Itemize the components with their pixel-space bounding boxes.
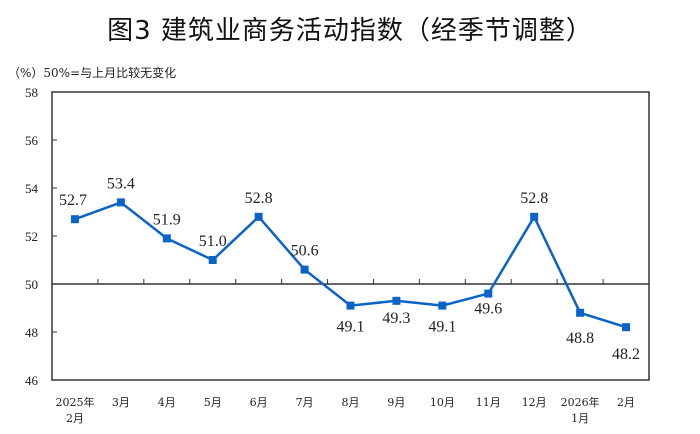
data-label: 51.0 xyxy=(199,233,227,250)
x-tick-label: 12月 xyxy=(522,396,547,409)
data-point-marker xyxy=(162,234,171,243)
y-tick-label: 48 xyxy=(25,325,38,340)
y-tick-label: 50 xyxy=(25,277,38,292)
data-point-marker xyxy=(438,301,447,310)
x-axis-labels: 2025年 2月 3月 4月 5月 6月 7月 8月 9月 10月 11月 12月 2026年 1月 2月 xyxy=(55,395,635,425)
data-point-marker xyxy=(484,289,493,298)
data-point-marker xyxy=(70,215,79,224)
y-tick-label: 52 xyxy=(25,229,38,244)
y-tick-label: 58 xyxy=(25,85,38,100)
data-point-marker xyxy=(254,212,263,221)
x-tick-label: 8月 xyxy=(342,396,360,409)
data-label: 52.7 xyxy=(59,192,87,209)
data-point-marker xyxy=(346,301,355,310)
data-point-marker xyxy=(116,198,125,207)
axes xyxy=(51,91,650,381)
x-tick-label: 2025年 xyxy=(55,395,94,409)
chart-subtitle: （%）50%=与上月比较无变化 xyxy=(8,66,177,80)
y-tick-label: 56 xyxy=(25,133,39,148)
data-label: 53.4 xyxy=(107,175,135,192)
data-point-marker xyxy=(392,296,401,305)
data-label: 50.6 xyxy=(291,243,319,260)
data-label: 49.1 xyxy=(337,319,365,336)
data-point-marker xyxy=(530,212,539,221)
data-point-marker xyxy=(622,323,631,332)
x-tick-label: 2月 xyxy=(66,412,84,425)
data-point-marker xyxy=(576,308,585,317)
data-label: 51.9 xyxy=(153,211,181,228)
data-label: 49.1 xyxy=(428,319,456,336)
data-labels: 52.7 53.4 51.9 51.0 52.8 50.6 49.1 49.3 49.1 49.6… xyxy=(59,175,640,363)
data-label: 52.8 xyxy=(245,190,273,207)
x-tick-label: 4月 xyxy=(158,396,176,409)
x-tick-label: 2月 xyxy=(617,396,635,409)
x-tick-label: 6月 xyxy=(250,396,268,409)
x-tick-label: 11月 xyxy=(476,396,501,409)
series-line xyxy=(70,198,631,332)
y-tick-label: 46 xyxy=(25,373,39,388)
plot-frame xyxy=(51,91,650,381)
x-tick-label: 1月 xyxy=(571,412,589,425)
chart-title: 图3 建筑业商务活动指数（经季节调整） xyxy=(107,16,593,46)
x-tick-label: 2026年 xyxy=(561,395,600,409)
data-label: 48.2 xyxy=(612,346,640,363)
data-label: 49.3 xyxy=(382,310,410,327)
x-tick-label: 7月 xyxy=(296,396,314,409)
x-tick-label: 5月 xyxy=(204,396,222,409)
data-label: 49.6 xyxy=(474,301,502,318)
x-tick-label: 9月 xyxy=(387,396,405,409)
y-axis-labels: 46 48 50 52 54 56 58 xyxy=(25,85,39,388)
x-tick-label: 3月 xyxy=(112,396,130,409)
data-label: 48.8 xyxy=(566,330,594,347)
y-tick-label: 54 xyxy=(25,181,39,196)
data-point-marker xyxy=(300,265,309,274)
x-tick-label: 10月 xyxy=(430,396,455,409)
data-point-marker xyxy=(208,256,217,264)
data-label: 52.8 xyxy=(520,190,548,207)
